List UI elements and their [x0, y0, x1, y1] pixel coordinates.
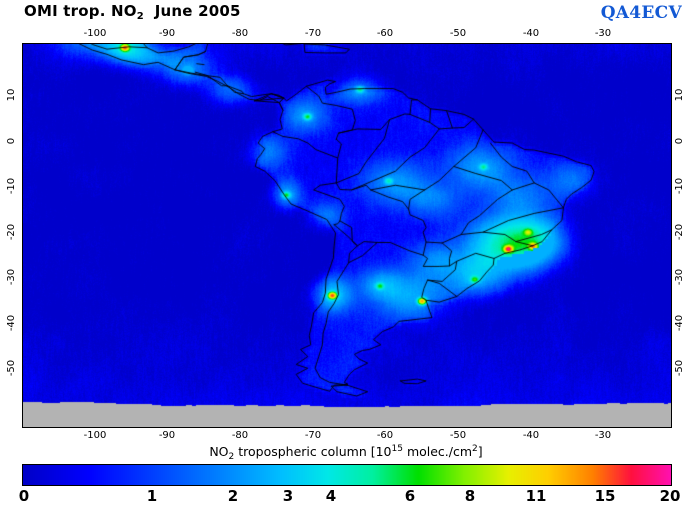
x-tick-label: -80 — [231, 28, 249, 39]
y-tick-label: -10 — [674, 177, 685, 195]
colorbar-tick: 3 — [282, 487, 294, 505]
x-tick-label: -90 — [158, 430, 176, 441]
x-tick-label: -70 — [304, 28, 322, 39]
colorbar-label-sup2: 2 — [472, 444, 478, 454]
x-tick-label: -50 — [449, 28, 467, 39]
x-tick-label: -70 — [304, 430, 322, 441]
y-tick-label: -20 — [6, 223, 17, 241]
axis-right: 10 0 -10 -20 -30 -40 -50 — [674, 43, 688, 428]
y-tick-label: -40 — [674, 314, 685, 332]
x-tick-label: -100 — [83, 430, 107, 441]
y-tick-label: -30 — [674, 268, 685, 286]
x-tick-label: -90 — [158, 28, 176, 39]
colorbar-label-sup: 15 — [391, 444, 403, 454]
colorbar-gradient — [23, 465, 671, 485]
y-tick-label: 0 — [674, 137, 685, 145]
colorbar-tick: 15 — [594, 487, 616, 505]
colorbar-label-mid: tropospheric column [10 — [234, 444, 392, 459]
title-instrument: OMI trop. NO — [24, 2, 137, 20]
colorbar-label-sub: 2 — [228, 452, 235, 462]
map-plot-area — [22, 43, 672, 428]
colorbar-tick: 6 — [404, 487, 416, 505]
y-tick-label: 10 — [6, 88, 17, 102]
x-tick-label: -30 — [594, 430, 612, 441]
y-tick-label: -20 — [674, 223, 685, 241]
colorbar-tick: 20 — [659, 487, 681, 505]
colorbar-tick: 0 — [18, 487, 30, 505]
colorbar-tick: 1 — [146, 487, 158, 505]
y-tick-label: -40 — [6, 314, 17, 332]
x-tick-label: -60 — [376, 430, 394, 441]
colorbar-label-prefix: NO — [209, 444, 229, 459]
colorbar-label-close: ] — [477, 444, 483, 459]
colorbar-label: NO2 tropospheric column [1015 molec./cm2… — [0, 444, 692, 462]
colorbar-tick: 4 — [325, 487, 337, 505]
y-tick-label: -30 — [6, 268, 17, 286]
axis-top: -100 -90 -80 -70 -60 -50 -40 -30 — [0, 28, 692, 42]
figure-title: OMI trop. NO2 June 2005 — [24, 2, 241, 22]
colorbar — [22, 464, 672, 486]
title-period: June 2005 — [154, 2, 241, 20]
x-tick-label: -100 — [83, 28, 107, 39]
colorbar-tick: 2 — [227, 487, 239, 505]
colorbar-tick-labels: 0 1 2 3 4 6 8 11 15 20 — [0, 487, 692, 507]
colorbar-tick: 8 — [464, 487, 476, 505]
colorbar-label-suffix: molec./cm — [402, 444, 473, 459]
x-tick-label: -40 — [522, 28, 540, 39]
no2-heatmap-canvas — [23, 44, 671, 427]
title-subscript: 2 — [136, 11, 144, 22]
axis-left: 10 0 -10 -20 -30 -40 -50 — [6, 43, 20, 428]
y-tick-label: -10 — [6, 177, 17, 195]
x-tick-label: -30 — [594, 28, 612, 39]
axis-bottom: -100 -90 -80 -70 -60 -50 -40 -30 — [0, 430, 692, 444]
colorbar-tick: 11 — [525, 487, 547, 505]
x-tick-label: -60 — [376, 28, 394, 39]
y-tick-label: 10 — [674, 88, 685, 102]
x-tick-label: -50 — [449, 430, 467, 441]
y-tick-label: -50 — [6, 359, 17, 377]
y-tick-label: 0 — [6, 137, 17, 145]
x-tick-label: -80 — [231, 430, 249, 441]
x-tick-label: -40 — [522, 430, 540, 441]
qa4ecv-logo: QA4ECV — [600, 3, 682, 23]
y-tick-label: -50 — [674, 359, 685, 377]
